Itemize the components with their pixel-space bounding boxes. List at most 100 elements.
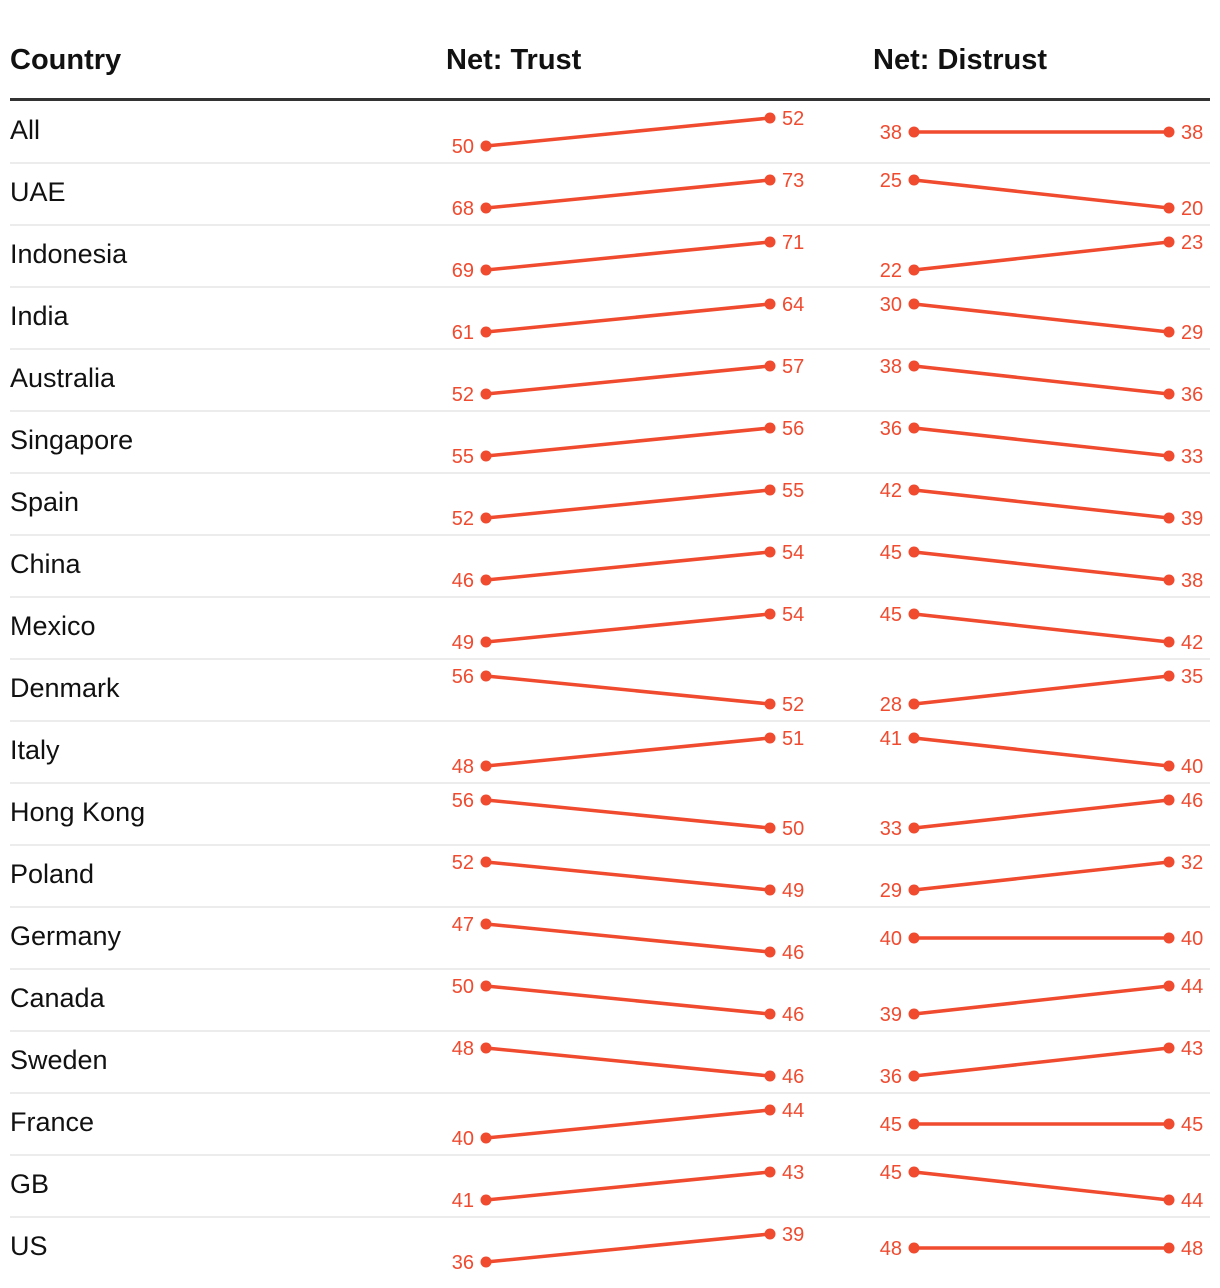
distrust-end-dot [1163, 636, 1175, 648]
trust-slope-line [484, 1046, 772, 1078]
trust-start-value: 61 [452, 322, 474, 344]
distrust-start-value: 30 [880, 294, 902, 316]
trust-end-value: 57 [782, 356, 804, 378]
trust-start-value: 41 [452, 1190, 474, 1212]
distrust-start-value: 38 [880, 122, 902, 144]
distrust-end-value: 20 [1181, 198, 1203, 220]
distrust-end-dot [1163, 760, 1175, 772]
distrust-end-value: 48 [1181, 1238, 1203, 1260]
trust-start-dot [480, 326, 492, 338]
country-label: UAE [10, 177, 66, 207]
distrust-start-dot [908, 1070, 920, 1082]
distrust-end-value: 40 [1181, 928, 1203, 950]
trust-end-value: 64 [782, 294, 804, 316]
distrust-start-dot [908, 1008, 920, 1020]
trust-end-dot [764, 1166, 776, 1178]
trust-start-value: 48 [452, 756, 474, 778]
distrust-slope-line [912, 302, 1171, 334]
trust-start-dot [480, 1042, 492, 1054]
distrust-end-dot [1163, 450, 1175, 462]
distrust-end-dot [1163, 856, 1175, 868]
trust-start-value: 47 [452, 914, 474, 936]
distrust-end-value: 42 [1181, 632, 1203, 654]
country-label: Mexico [10, 611, 96, 641]
trust-end-dot [764, 822, 776, 834]
distrust-slope-line [912, 984, 1171, 1016]
country-label: US [10, 1231, 48, 1261]
trust-start-dot [480, 636, 492, 648]
distrust-end-value: 38 [1181, 122, 1203, 144]
header-rule [10, 98, 1210, 101]
trust-slope-line [484, 116, 772, 148]
trust-end-value: 39 [782, 1224, 804, 1246]
trust-end-dot [764, 546, 776, 558]
trust-start-value: 68 [452, 198, 474, 220]
country-label: China [10, 549, 82, 579]
trust-end-dot [764, 1008, 776, 1020]
distrust-end-dot [1163, 670, 1175, 682]
trust-start-dot [480, 670, 492, 682]
distrust-start-value: 39 [880, 1004, 902, 1026]
trust-start-value: 49 [452, 632, 474, 654]
distrust-end-dot [1163, 236, 1175, 248]
distrust-end-value: 29 [1181, 322, 1203, 344]
distrust-end-dot [1163, 980, 1175, 992]
distrust-start-dot [908, 298, 920, 310]
trust-end-value: 73 [782, 170, 804, 192]
distrust-slope-line [912, 612, 1171, 644]
trust-end-dot [764, 112, 776, 124]
trust-end-dot [764, 484, 776, 496]
distrust-start-dot [908, 484, 920, 496]
trust-start-dot [480, 918, 492, 930]
country-label: Denmark [10, 673, 120, 703]
distrust-end-value: 46 [1181, 790, 1203, 812]
country-label: All [10, 115, 40, 145]
distrust-start-value: 33 [880, 818, 902, 840]
distrust-slope-line [912, 1046, 1171, 1078]
trust-slope-line [484, 488, 772, 520]
trust-start-value: 55 [452, 446, 474, 468]
trust-end-value: 46 [782, 942, 804, 964]
trust-start-value: 52 [452, 384, 474, 406]
trust-slope-line [484, 364, 772, 396]
distrust-slope-line [912, 736, 1171, 768]
trust-end-dot [764, 732, 776, 744]
distrust-start-dot [908, 1118, 920, 1130]
distrust-end-value: 36 [1181, 384, 1203, 406]
trust-start-dot [480, 856, 492, 868]
trust-start-value: 50 [452, 136, 474, 158]
distrust-start-value: 45 [880, 1114, 902, 1136]
distrust-slope-line [912, 488, 1171, 520]
distrust-start-value: 40 [880, 928, 902, 950]
trust-slope-line [484, 302, 772, 334]
distrust-end-value: 39 [1181, 508, 1203, 530]
distrust-start-dot [908, 360, 920, 372]
trust-start-value: 40 [452, 1128, 474, 1150]
country-label: India [10, 301, 70, 331]
trust-start-dot [480, 140, 492, 152]
country-label: Australia [10, 363, 116, 393]
distrust-end-value: 32 [1181, 852, 1203, 874]
country-label: Singapore [10, 425, 133, 455]
distrust-end-dot [1163, 1042, 1175, 1054]
country-label: Indonesia [10, 239, 128, 269]
trust-end-value: 55 [782, 480, 804, 502]
trust-start-value: 50 [452, 976, 474, 998]
distrust-start-dot [908, 698, 920, 710]
trust-start-value: 69 [452, 260, 474, 282]
distrust-start-value: 29 [880, 880, 902, 902]
trust-end-value: 52 [782, 694, 804, 716]
distrust-start-value: 45 [880, 542, 902, 564]
trust-slope-line [484, 922, 772, 954]
distrust-end-dot [1163, 512, 1175, 524]
distrust-start-value: 45 [880, 1162, 902, 1184]
distrust-slope-line [912, 364, 1171, 396]
distrust-end-dot [1163, 326, 1175, 338]
distrust-slope-line [912, 674, 1171, 706]
country-label: Poland [10, 859, 94, 889]
distrust-slope-line [912, 240, 1171, 272]
distrust-start-dot [908, 126, 920, 138]
distrust-end-value: 45 [1181, 1114, 1203, 1136]
trust-start-value: 52 [452, 852, 474, 874]
